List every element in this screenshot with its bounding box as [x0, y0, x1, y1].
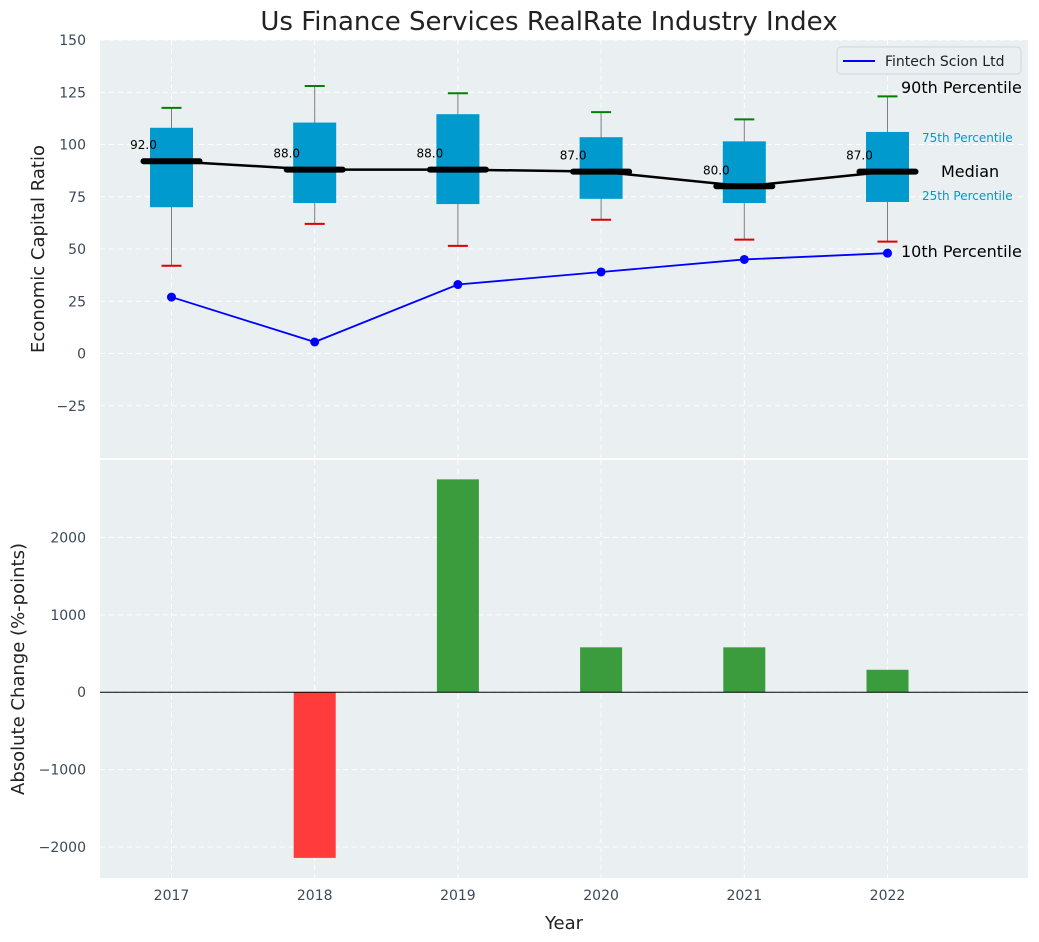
annotation-p90: 90th Percentile — [901, 78, 1022, 97]
company-series — [167, 248, 892, 347]
iqr-box — [866, 131, 909, 202]
top-y-tick-label: 50 — [68, 242, 86, 258]
x-tick-label: 2017 — [154, 888, 190, 904]
company-series-point — [596, 267, 606, 277]
x-ticks: 2017 2018 2019 2020 2021 2022 — [154, 888, 906, 904]
iqr-box — [150, 127, 193, 208]
legend-label: Fintech Scion Ltd — [885, 54, 1004, 70]
median-value-label: 87.0 — [560, 149, 587, 163]
company-series-point — [453, 280, 463, 290]
annotation-p10: 10th Percentile — [901, 242, 1022, 261]
iqr-box — [579, 137, 623, 199]
company-series-point — [167, 292, 176, 302]
bottom-y-tick-label: −1000 — [39, 763, 86, 779]
legend-box — [836, 46, 1022, 75]
bottom-y-tick-label: 0 — [77, 685, 86, 701]
median-value-label: 80.0 — [703, 163, 730, 177]
iqr-box — [436, 114, 480, 205]
x-tick-label: 2022 — [870, 888, 906, 904]
bottom-y-axis-label: Absolute Change (%-points) — [8, 543, 29, 795]
annotation-p75: 75th Percentile — [922, 131, 1013, 145]
median-value-label: 87.0 — [846, 149, 873, 163]
change-bar — [723, 647, 766, 693]
top-y-tick-label: 150 — [59, 33, 86, 49]
top-y-tick-label: 100 — [59, 138, 86, 154]
iqr-box — [293, 122, 337, 204]
median-trend-line — [171, 159, 888, 188]
change-bar — [436, 479, 479, 693]
median-value-label: 92.0 — [130, 138, 157, 152]
x-tick-label: 2021 — [726, 888, 762, 904]
annotation-p25: 25th Percentile — [922, 189, 1013, 203]
x-axis-label: Year — [544, 913, 584, 934]
top-y-tick-label: 75 — [68, 190, 86, 206]
top-y-axis-label: Economic Capital Ratio — [28, 145, 49, 353]
iqr-box — [722, 141, 766, 204]
x-tick-label: 2018 — [297, 888, 333, 904]
company-series-point — [883, 248, 892, 258]
change-bar — [293, 692, 336, 858]
legend: Fintech Scion Ltd — [836, 46, 1022, 75]
change-bar — [580, 647, 623, 693]
median-value-label: 88.0 — [273, 147, 300, 161]
company-series-line — [171, 252, 888, 343]
percentile-annotations: 90th Percentile 75th Percentile Median 2… — [901, 78, 1022, 261]
annotation-median: Median — [941, 162, 999, 181]
top-y-tick-label: 25 — [68, 294, 86, 310]
top-y-ticks: 150 125 100 75 50 25 0 −25 — [56, 33, 86, 415]
top-y-tick-label: 0 — [77, 347, 86, 363]
bottom-y-tick-label: 2000 — [50, 530, 86, 546]
chart-title: Us Finance Services RealRate Industry In… — [260, 7, 837, 37]
bottom-panel: 2000 1000 0 −1000 −2000 Absolute Change (%-p… — [8, 460, 1028, 878]
company-series-point — [310, 337, 320, 347]
x-tick-label: 2019 — [440, 888, 476, 904]
change-bar — [866, 669, 909, 693]
bottom-y-tick-label: 1000 — [50, 608, 86, 624]
change-bars — [293, 479, 909, 858]
bottom-panel-background — [100, 460, 1028, 878]
top-y-tick-label: −25 — [56, 399, 86, 415]
top-y-tick-label: 125 — [59, 85, 86, 101]
median-trend — [171, 159, 888, 188]
bottom-y-tick-label: −2000 — [39, 840, 86, 856]
company-series-point — [739, 254, 749, 264]
median-value-label: 88.0 — [417, 147, 444, 161]
top-panel: 150 125 100 75 50 25 0 −25 92.0 88.0 88.0 87.0 80.0… — [28, 33, 1028, 458]
x-tick-label: 2020 — [583, 888, 619, 904]
bottom-y-ticks: 2000 1000 0 −1000 −2000 — [39, 530, 86, 856]
